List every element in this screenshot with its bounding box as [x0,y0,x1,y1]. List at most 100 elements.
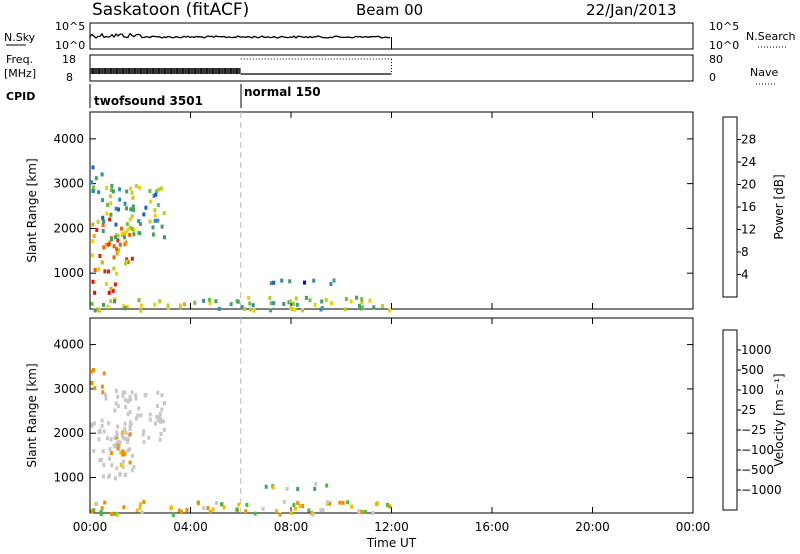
data-cell [96,307,100,312]
data-cell [313,486,317,491]
data-cell [101,222,105,227]
data-cell [360,510,364,515]
data-cell [125,304,129,309]
colorbar-frame [722,116,738,298]
data-cell [103,500,107,505]
time-axis: 00:00 04:00 08:00 12:00 16:00 20:00 00:00 Time … [73,520,711,550]
data-cell [109,451,113,456]
data-cell [123,235,127,240]
data-cell [101,229,105,233]
data-cell [124,436,128,441]
data-cell [319,307,323,312]
data-cell [341,500,345,505]
data-cell [109,299,113,304]
data-cell [126,412,130,417]
data-cell [102,245,106,250]
data-cell [113,511,117,516]
freq-tick-top: 18 [62,53,76,66]
data-cell [138,505,142,510]
data-cell [107,290,111,295]
data-cell [90,381,94,385]
data-cell [123,427,127,432]
data-cell [159,416,163,421]
y-tick-label: 2000 [53,426,84,440]
data-cell [128,410,132,415]
data-cell [121,390,125,395]
colorbar-tick-label: 500 [741,363,764,377]
data-cell [294,506,297,511]
data-cell [107,269,110,274]
data-cell [123,390,127,395]
data-cell [93,290,97,295]
data-cell [360,297,364,302]
data-cell [282,499,286,504]
data-cell [229,302,233,307]
data-cell [142,500,146,504]
data-cell [215,500,219,505]
data-cell [114,476,117,481]
colorbar-tick-label: 8 [741,245,749,259]
data-cell [294,296,298,301]
nsky-trace [89,32,392,49]
data-cell [211,507,215,512]
data-cell [99,457,103,462]
data-cell [296,501,300,506]
freq-trace [89,58,392,75]
data-cell [349,299,353,304]
data-cell [275,508,278,513]
data-cell [104,396,108,401]
freq-tick-bottom: 8 [66,71,73,84]
data-cell [121,465,125,469]
data-cell [100,506,104,511]
data-cell [288,279,292,284]
date-title: 22/Jan/2013 [586,1,677,19]
data-cell [207,297,211,302]
data-cell [320,299,324,304]
data-cell [98,254,102,258]
data-cell [131,196,135,200]
data-cell [160,224,164,229]
x-tick-label: 04:00 [173,520,208,534]
data-cell [130,390,134,395]
data-cell [135,508,139,513]
data-cell [139,308,143,313]
data-cell [156,390,160,395]
data-cell [138,502,142,507]
data-cell [108,473,111,478]
data-cell [114,389,118,393]
data-cell [102,463,106,467]
colorbar-tick-label: 100 [741,383,764,397]
data-cell [388,308,392,313]
data-cell [104,282,108,286]
data-cell [291,301,295,306]
data-cell [182,302,186,307]
data-cell [119,450,123,455]
data-cell [90,509,94,514]
data-cell [115,430,119,435]
data-cell [296,487,300,491]
data-cell [93,268,97,272]
data-cell [100,384,104,389]
nsky-tick-top: 10^5 [55,20,85,33]
data-cell [358,303,361,308]
data-cell [217,306,221,311]
x-tick-label: 12:00 [374,520,409,534]
data-cell [124,240,128,245]
data-cell [122,304,126,309]
colorbar-tick-label: −25 [741,423,766,437]
data-cell [138,221,142,226]
data-cell [118,187,121,192]
data-cell [132,464,136,469]
data-cell [171,512,175,517]
data-cell [240,305,244,310]
data-cell [93,308,97,313]
x-tick-label: 00:00 [73,520,108,534]
data-cell [278,512,282,517]
data-cell [360,305,364,310]
beam-title: Beam 00 [356,1,423,19]
data-cell [124,430,128,435]
nave-tick-top: 80 [709,53,723,66]
data-cell [101,449,105,454]
data-cell [148,417,152,422]
data-cell [97,267,101,272]
